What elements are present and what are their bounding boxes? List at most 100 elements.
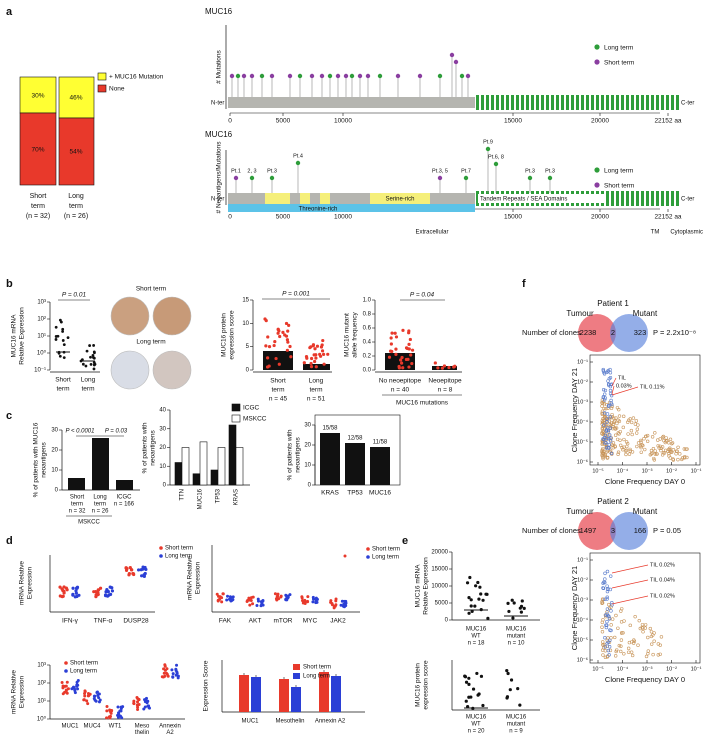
data-dot xyxy=(64,684,68,688)
bar xyxy=(92,438,109,490)
data-dot xyxy=(124,566,128,570)
data-dot xyxy=(86,702,90,706)
repeat-stripe xyxy=(476,95,479,110)
clone-dot xyxy=(603,655,608,660)
protein-bar xyxy=(228,193,475,204)
label: 70% xyxy=(31,147,44,154)
legend-swatch xyxy=(293,664,300,670)
repeat-stripe xyxy=(631,95,634,110)
label: n = 8 xyxy=(438,387,453,394)
data-dot xyxy=(332,604,336,608)
clone-dot xyxy=(605,402,609,407)
clone-dot xyxy=(600,599,604,604)
data-dot xyxy=(285,598,289,602)
bar xyxy=(68,478,85,490)
axis-label: neoantigens xyxy=(41,442,48,478)
clone-dot xyxy=(626,650,631,654)
clone-dot xyxy=(608,426,613,430)
clone-dot xyxy=(619,644,623,648)
clone-dot xyxy=(605,623,609,627)
data-dot xyxy=(95,593,100,597)
data-dot xyxy=(63,690,67,694)
data-dot xyxy=(161,675,165,679)
label: TTN xyxy=(180,489,186,501)
data-dot xyxy=(216,598,220,602)
data-dot xyxy=(135,695,139,699)
bar xyxy=(192,473,201,486)
clone-dot xyxy=(608,648,613,653)
lollipop-head xyxy=(357,73,363,79)
data-dot xyxy=(267,345,272,349)
data-dot xyxy=(127,573,131,577)
clone-dot xyxy=(671,457,675,461)
axis-label: # Mutations xyxy=(216,49,223,83)
label: MUC16 xyxy=(369,490,391,497)
clone-dot xyxy=(600,630,605,634)
clone-dot xyxy=(604,441,608,445)
repeat-stripe xyxy=(646,95,649,110)
clone-dot xyxy=(613,426,617,430)
bar xyxy=(291,687,301,712)
label: Number of clones xyxy=(522,526,581,535)
bar xyxy=(174,462,183,486)
label: AKT xyxy=(249,618,262,625)
legend-label: Short term xyxy=(372,547,400,553)
clone-dot xyxy=(600,448,605,452)
lollipop-head xyxy=(327,73,333,79)
repeat-stripe xyxy=(476,191,479,206)
label: term xyxy=(94,502,106,508)
clone-dot xyxy=(617,643,621,648)
data-dot xyxy=(321,352,326,356)
label: Patient 1 xyxy=(597,299,629,308)
clone-dot xyxy=(629,650,634,654)
tick-label: 0.8 xyxy=(363,312,372,318)
clone-dot xyxy=(606,368,610,373)
clone-dot xyxy=(641,630,645,634)
label: term xyxy=(82,386,95,393)
data-dot xyxy=(274,597,278,601)
label: N-ter xyxy=(211,197,224,203)
data-dot xyxy=(136,708,140,712)
data-dot xyxy=(92,350,96,354)
data-dot xyxy=(463,675,468,679)
data-dot xyxy=(467,596,471,600)
clone-dot xyxy=(600,442,604,447)
legend-label: Long term xyxy=(372,555,399,561)
data-dot xyxy=(84,364,88,368)
axis-label: Expression xyxy=(19,676,26,709)
clone-dot xyxy=(634,419,639,423)
data-dot xyxy=(469,604,473,608)
clone-dot xyxy=(624,440,629,444)
clone-dot xyxy=(660,435,665,440)
clone-dot xyxy=(619,638,624,642)
clone-dot xyxy=(601,369,606,373)
label: MUC1 xyxy=(241,719,259,725)
data-dot xyxy=(273,592,277,596)
data-dot xyxy=(54,338,58,341)
data-dot xyxy=(309,345,313,349)
repeat-stripe xyxy=(621,191,624,206)
data-dot xyxy=(519,610,523,614)
clone-dot xyxy=(606,426,610,430)
patient-label: 2, 3 xyxy=(247,168,256,174)
clone-dot xyxy=(662,451,667,455)
clone-dot xyxy=(623,449,628,453)
data-dot xyxy=(508,688,512,692)
clone-dot xyxy=(602,435,607,440)
clone-dot xyxy=(613,444,617,448)
label: DUSP28 xyxy=(123,618,149,625)
label: mTOR xyxy=(273,618,292,625)
arrow xyxy=(611,386,639,396)
label: thelin xyxy=(135,730,149,735)
data-dot xyxy=(479,674,484,678)
clone-dot xyxy=(615,421,619,426)
clone-dot xyxy=(650,435,655,439)
clone-dot xyxy=(606,428,611,432)
data-dot xyxy=(464,699,468,703)
data-dot xyxy=(143,571,147,576)
data-dot xyxy=(103,593,108,597)
data-dot xyxy=(466,704,470,709)
clone-dot xyxy=(646,635,650,640)
bar xyxy=(251,677,261,712)
